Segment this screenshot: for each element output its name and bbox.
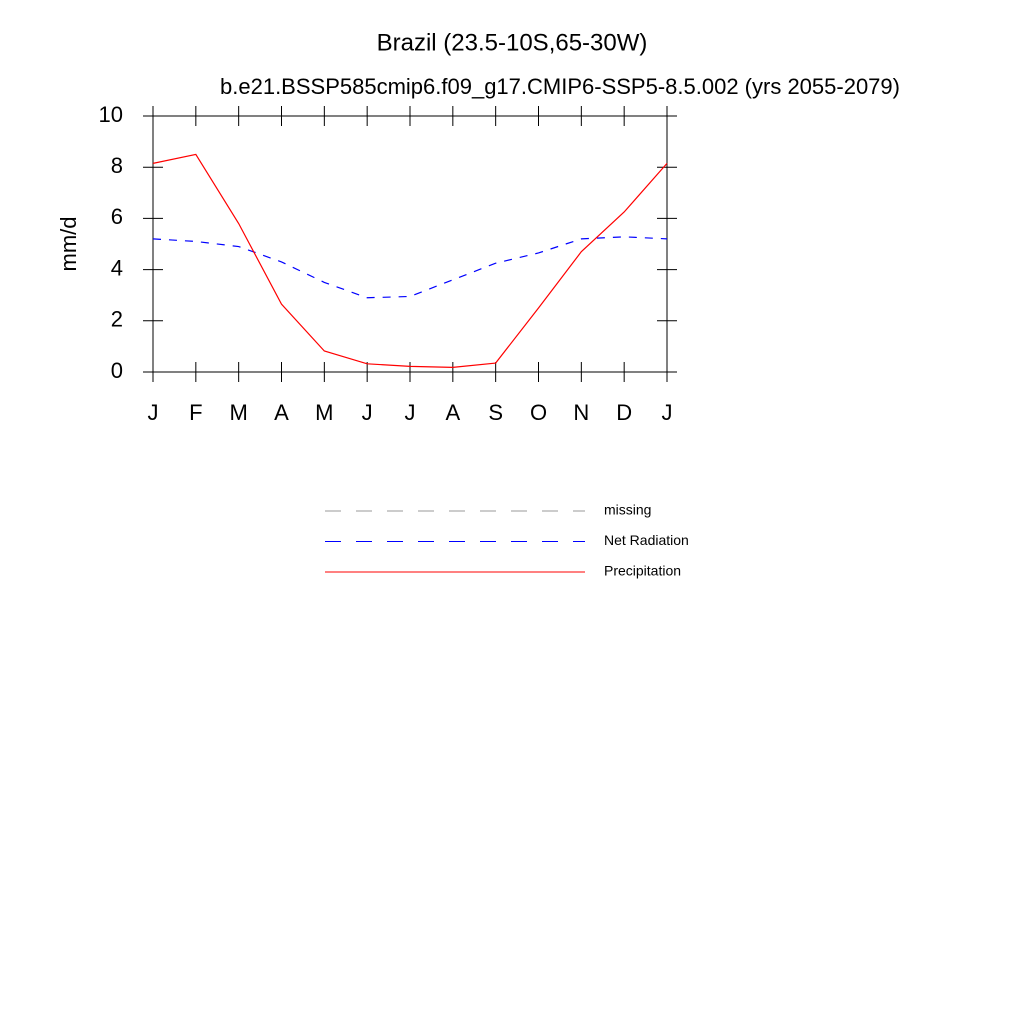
- y-tick-label: 4: [111, 255, 123, 280]
- x-tick-label: N: [573, 400, 589, 425]
- x-tick-label: M: [315, 400, 333, 425]
- x-tick-label: A: [274, 400, 289, 425]
- x-tick-label: J: [148, 400, 159, 425]
- y-tick-label: 2: [111, 307, 123, 332]
- y-axis-label: mm/d: [56, 217, 81, 272]
- y-tick-label: 10: [99, 102, 123, 127]
- x-tick-label: F: [189, 400, 202, 425]
- legend-label: Net Radiation: [604, 532, 689, 548]
- legend-label: Precipitation: [604, 563, 681, 579]
- chart-title: Brazil (23.5-10S,65-30W): [377, 29, 648, 56]
- y-tick-label: 8: [111, 153, 123, 178]
- x-tick-label: J: [405, 400, 416, 425]
- x-tick-label: A: [445, 400, 460, 425]
- chart-subtitle: b.e21.BSSP585cmip6.f09_g17.CMIP6-SSP5-8.…: [220, 74, 900, 99]
- x-tick-label: O: [530, 400, 547, 425]
- x-tick-label: J: [362, 400, 373, 425]
- y-tick-label: 0: [111, 358, 123, 383]
- series-line: [152, 153, 668, 368]
- x-tick-label: S: [488, 400, 503, 425]
- x-tick-label: D: [616, 400, 632, 425]
- legend-label: missing: [604, 502, 651, 518]
- x-tick-label: M: [230, 400, 248, 425]
- x-tick-label: J: [662, 400, 673, 425]
- series-line: [152, 236, 668, 299]
- y-tick-label: 6: [111, 204, 123, 229]
